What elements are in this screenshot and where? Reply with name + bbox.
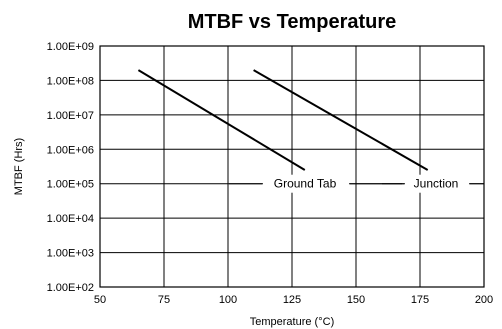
x-tick-label: 50 <box>94 294 106 306</box>
x-tick-label: 125 <box>283 294 301 306</box>
x-tick-label: 100 <box>219 294 237 306</box>
y-tick-label: 1.00E+03 <box>47 248 94 260</box>
series-line <box>253 69 429 171</box>
x-tick-label: 175 <box>411 294 429 306</box>
series-label: Ground Tab <box>274 177 337 191</box>
annotation-backdrop <box>405 174 469 193</box>
y-tick-label: 1.00E+06 <box>47 144 94 156</box>
x-tick-labels: 50 75 100 125 150 175 200 <box>94 294 493 306</box>
y-axis-label: MTBF (Hrs) <box>13 138 25 195</box>
y-tick-label: 1.00E+04 <box>47 213 94 225</box>
series-label: Junction <box>414 177 459 191</box>
x-tick-label: 150 <box>347 294 365 306</box>
series-line <box>137 69 306 171</box>
y-tick-label: 1.00E+07 <box>47 110 94 122</box>
y-tick-label: 1.00E+05 <box>47 179 94 191</box>
x-tick-label: 75 <box>158 294 170 306</box>
annotation-backdrop <box>263 174 349 193</box>
y-tick-label: 1.00E+02 <box>47 282 94 294</box>
chart-title: MTBF vs Temperature <box>188 11 397 33</box>
y-tick-label: 1.00E+09 <box>47 41 94 53</box>
y-tick-labels: 1.00E+02 1.00E+03 1.00E+04 1.00E+05 1.00E+06… <box>47 41 94 294</box>
y-tick-label: 1.00E+08 <box>47 75 94 87</box>
series-annotations: Ground Tab Junction <box>229 174 484 193</box>
x-tick-label: 200 <box>475 294 493 306</box>
plot-frame <box>99 45 485 288</box>
series-layer <box>137 69 429 171</box>
x-axis-label: Temperature (°C) <box>250 316 334 328</box>
